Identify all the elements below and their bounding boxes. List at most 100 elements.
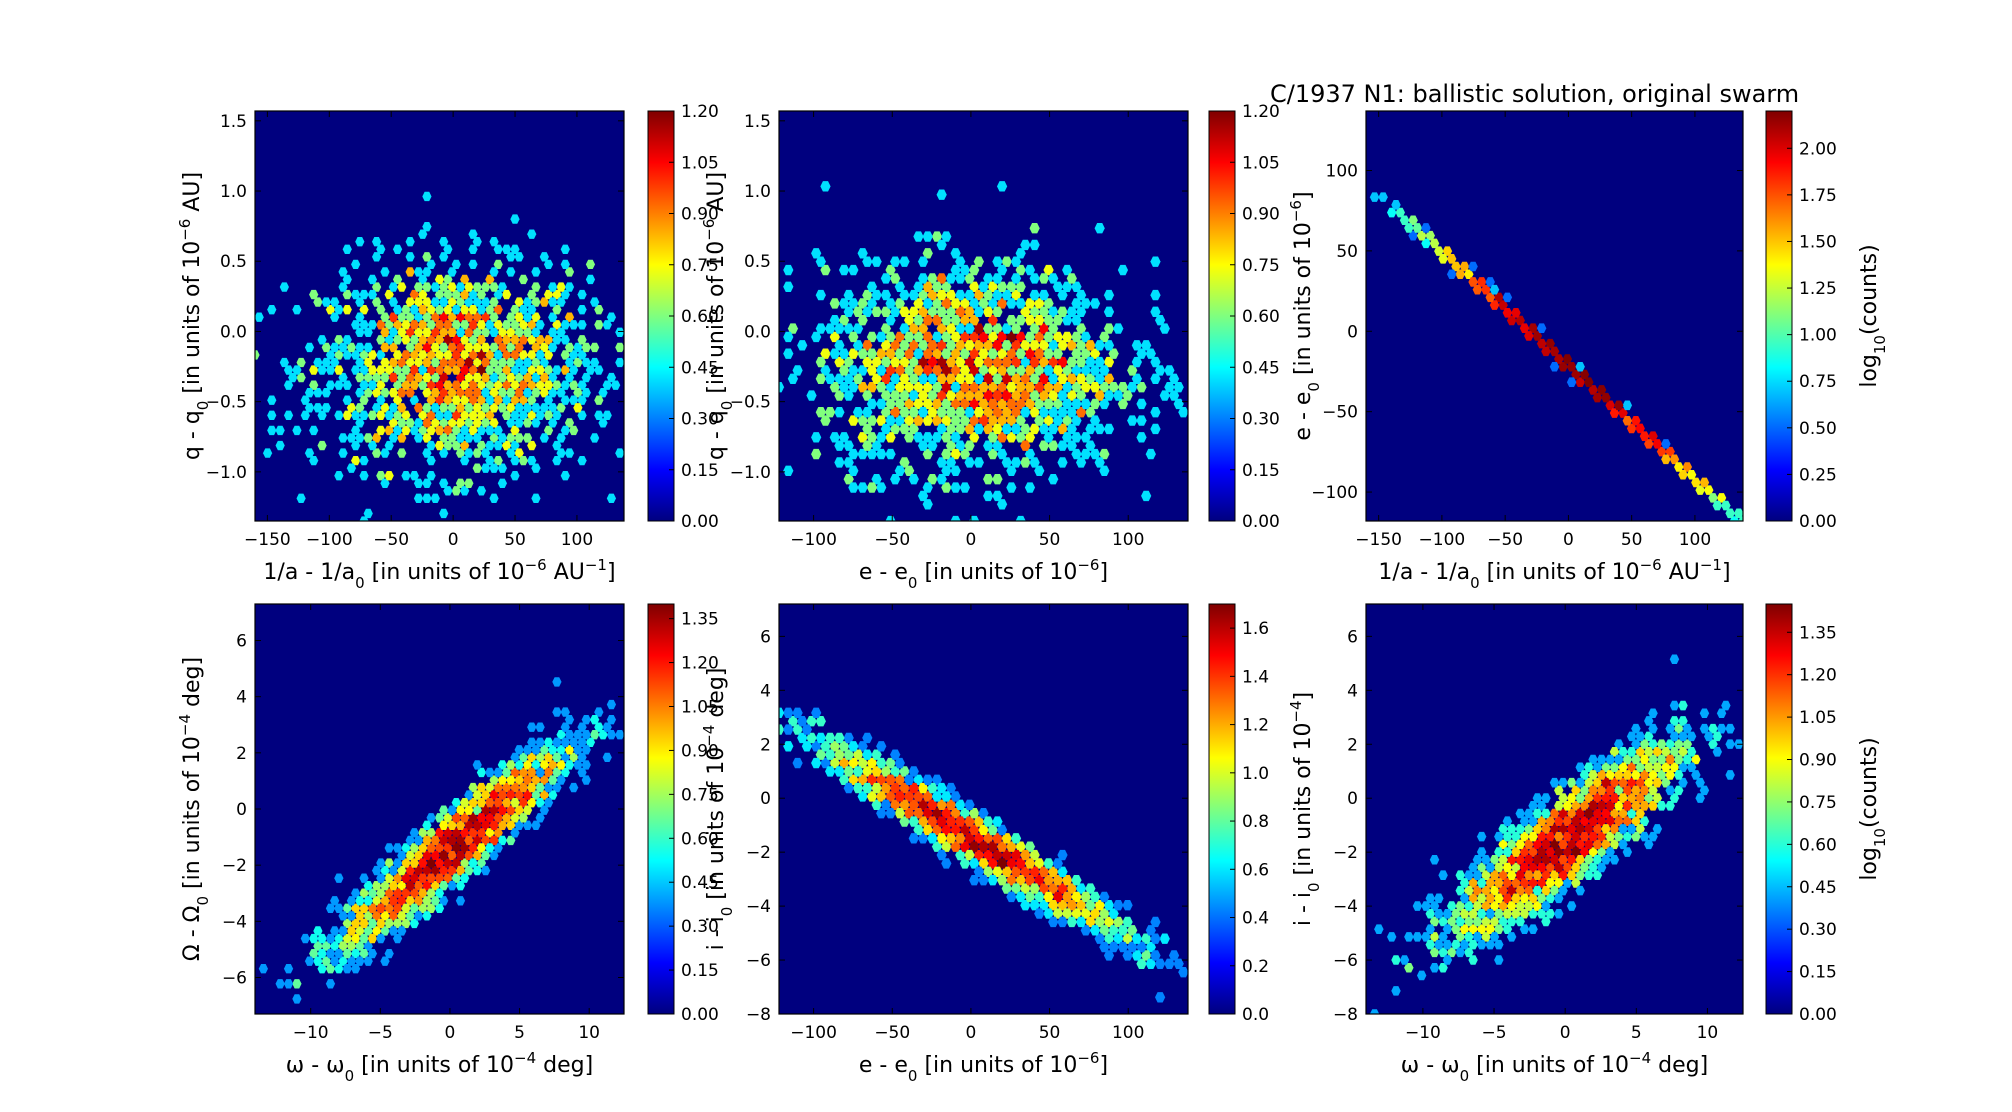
hexbin-cell xyxy=(392,918,403,929)
hexbin-cell xyxy=(292,365,302,375)
hexbin-cell xyxy=(866,415,878,426)
hexbin-cell xyxy=(1043,298,1054,309)
hexbin-cell xyxy=(792,757,803,769)
hexbin-cell xyxy=(955,273,966,284)
hexbin-cell xyxy=(973,866,984,877)
hexbin-cell xyxy=(376,933,386,944)
hexbin-cell xyxy=(862,390,873,401)
y-tick-label: 4 xyxy=(236,688,247,708)
hexbin-cell xyxy=(852,373,864,384)
hexbin-cell xyxy=(468,858,478,868)
hexbin-cell xyxy=(422,835,432,846)
hexbin-cell xyxy=(1464,947,1474,958)
hexbin-cell xyxy=(615,342,624,353)
hexbin-cell xyxy=(922,398,933,410)
hexbin-cell xyxy=(838,365,850,376)
hexbin-cell xyxy=(1122,933,1133,944)
hexbin-cell xyxy=(941,398,952,410)
hexbin-cell xyxy=(468,843,478,853)
colorbar-tick-label: 1.25 xyxy=(1799,279,1837,299)
hexbin-cell xyxy=(564,342,575,353)
hexbin-cell xyxy=(309,425,319,436)
hexbin-cell xyxy=(481,850,491,861)
hexbin-cell xyxy=(401,425,411,436)
hexbin-cell xyxy=(426,304,436,315)
hexbin-cell xyxy=(1506,901,1517,911)
hexbin-cell xyxy=(1682,754,1693,765)
hexbin-cell xyxy=(931,432,943,443)
hexbin-cell xyxy=(913,281,924,292)
hexbin-cell xyxy=(885,774,896,785)
hexbin-cell xyxy=(434,410,445,421)
hexbin-cell xyxy=(325,948,336,959)
hexbin-cell xyxy=(1038,340,1050,351)
hexbin-cell xyxy=(1006,331,1017,343)
hexbin-cell xyxy=(1015,281,1026,292)
hexbin-cell xyxy=(1601,854,1611,865)
hexbin-cell xyxy=(506,820,516,830)
hexbin-cell xyxy=(1024,858,1036,869)
hexbin-cell xyxy=(1592,793,1603,803)
hexbin-cell xyxy=(964,273,975,284)
hexbin-cell xyxy=(548,327,558,337)
hexbin-cell xyxy=(334,350,344,360)
hexbin-cell xyxy=(1648,739,1658,749)
hexbin-cell xyxy=(430,850,440,861)
hexbin-cell xyxy=(359,471,369,481)
hexbin-cell xyxy=(489,342,499,353)
hexbin-cell xyxy=(1459,261,1470,272)
y-tick-label: 0.0 xyxy=(744,322,771,342)
hexbin-cell xyxy=(1386,207,1397,218)
hexbin-cell xyxy=(313,403,323,413)
hexbin-cell xyxy=(955,849,966,861)
hexbin-cell xyxy=(922,482,933,493)
hexbin-cell xyxy=(384,425,394,436)
hexbin-cell xyxy=(959,398,971,410)
hexbin-cell xyxy=(825,766,836,777)
hexbin-cell xyxy=(371,881,382,891)
hexbin-cell xyxy=(1751,524,1760,534)
hexbin-cell xyxy=(885,398,896,410)
hexbin-cell xyxy=(1485,924,1495,934)
hexbin-cell xyxy=(514,805,524,815)
hexbin-cell xyxy=(1639,831,1650,842)
hexbin-cell xyxy=(904,432,915,443)
x-tick-label: −150 xyxy=(1355,530,1402,550)
hexbin-cell xyxy=(443,380,453,390)
hexbin-cell xyxy=(904,398,915,410)
hexbin-cell xyxy=(514,790,524,800)
hexbin-cell xyxy=(447,881,457,891)
hexbin-cell xyxy=(1476,831,1487,842)
hexbin-cell xyxy=(983,373,994,384)
x-tick-label: 50 xyxy=(1039,530,1061,550)
hexbin-cell xyxy=(451,380,461,390)
hexbin-cell xyxy=(481,820,491,830)
hexbin-cell xyxy=(1015,841,1026,852)
hexbin-cell xyxy=(514,760,524,770)
hexbin-cell xyxy=(1665,446,1675,457)
hexbin-cell xyxy=(880,766,892,777)
hexbin-cell xyxy=(1644,439,1654,449)
hexbin-cell xyxy=(992,356,1003,368)
hexbin-cell xyxy=(922,248,933,259)
hexbin-cell xyxy=(1519,862,1530,873)
hexbin-cell xyxy=(931,298,943,309)
hexbin-cell xyxy=(493,304,503,315)
hexbin-cell xyxy=(1515,824,1525,834)
hexbin-cell xyxy=(552,737,562,747)
hexbin-cell xyxy=(1558,808,1568,819)
hexbin-cell xyxy=(1575,793,1585,803)
hexbin-cell xyxy=(1085,900,1096,911)
hexbin-cell xyxy=(955,423,966,435)
hexbin-cell xyxy=(760,374,770,384)
y-tick-label: −8 xyxy=(746,1005,771,1025)
hexbin-cell xyxy=(397,433,407,443)
hexbin-cell xyxy=(548,418,558,428)
hexbin-cell xyxy=(885,315,896,326)
hexbin-cell xyxy=(1494,292,1504,303)
hexbin-cell xyxy=(741,683,751,693)
panel-p2: −100 −50 0 50 100−1.0−0.50.00.51.01.5e - e0 … xyxy=(700,102,1280,592)
hexbin-cell xyxy=(936,189,947,200)
hexbin-cell xyxy=(1575,377,1585,387)
hexbin-cell xyxy=(908,289,919,301)
